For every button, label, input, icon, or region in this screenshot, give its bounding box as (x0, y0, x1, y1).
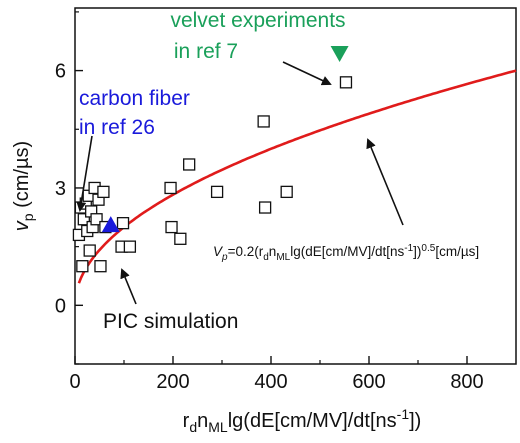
ylabel-unit: (cm/µs) (11, 141, 33, 214)
carbon-fiber-point (101, 216, 120, 233)
carbon-annotation-line1: carbon fiber (79, 87, 190, 110)
formula-n: n (269, 244, 277, 259)
fit-curve (77, 69, 517, 284)
x-tick-label: 800 (450, 371, 483, 393)
x-tick-label: 200 (156, 371, 189, 393)
formula-v: V (213, 244, 224, 259)
formula-lg: lg(dE[cm/MV]/dt[ns (290, 244, 404, 259)
velvet-point (330, 45, 349, 62)
formula-arrow (366, 138, 404, 226)
pic-data-point (90, 213, 103, 226)
formula-ml: ML (276, 252, 290, 263)
pic-data-point (83, 244, 96, 257)
carbon-arrow (76, 135, 93, 212)
formula-close: ]) (413, 244, 421, 259)
pic-data-point (164, 181, 177, 195)
velvet-arrow (282, 61, 332, 86)
pic-data-point (174, 232, 187, 245)
xlabel-n: n (197, 410, 208, 432)
velvet-annotation-line2: in ref 7 (174, 40, 238, 63)
y-tick-label: 3 (55, 178, 66, 200)
formula-eq: =0.2(r (228, 244, 264, 259)
annotation-arrows (76, 61, 404, 305)
x-tick-label: 400 (254, 371, 287, 393)
xlabel-r: r (183, 410, 190, 432)
y-tick-label: 0 (55, 295, 66, 317)
x-tick-label: 0 (69, 371, 80, 393)
formula-pow: 0.5 (421, 243, 435, 254)
formula-unit: [cm/µs] (435, 244, 479, 259)
ylabel-v: v (11, 220, 33, 231)
pic-data-point (94, 260, 107, 273)
pic-data-point (280, 185, 293, 199)
xlabel-ml: ML (208, 419, 228, 435)
ylabel-p: p (20, 213, 36, 221)
pic-data-point (183, 158, 196, 171)
y-tick-label: 6 (55, 61, 66, 83)
pic-data-point (76, 260, 89, 273)
x-axis-label: rdnMLlg(dE[cm/MV]/dt[ns-1]) (183, 406, 422, 435)
pic-arrow (120, 268, 137, 305)
xlabel-tail: ]) (409, 410, 421, 432)
pic-data-point (116, 217, 130, 230)
pic-annotation: PIC simulation (103, 310, 238, 333)
x-tick-label: 600 (352, 371, 385, 393)
formula-d: d (263, 252, 269, 263)
pic-data-point (210, 185, 224, 199)
formula-p: p (221, 252, 228, 263)
pic-data-point (77, 213, 90, 226)
pic-data-point (97, 185, 110, 199)
y-axis-label: vp (cm/µs) (11, 141, 36, 231)
pic-data-point (123, 240, 137, 253)
xlabel-d: d (189, 419, 197, 435)
fit-formula-label: Vp=0.2(rdnMLlg(dE[cm/MV]/dt[ns-1])0.5[cm… (213, 243, 479, 263)
pic-data-point (257, 115, 270, 128)
velvet-annotation-line1: velvet experiments (170, 9, 345, 32)
y-axis-ticks: 0 3 6 (55, 11, 83, 365)
formula-inv: -1 (404, 243, 413, 254)
xlabel-sup: -1 (397, 406, 410, 422)
x-axis-ticks: 0 200 400 600 800 (69, 356, 484, 393)
xlabel-rest: lg(dE[cm/MV]/dt[ns (228, 410, 397, 432)
pic-data-point (339, 76, 353, 89)
data-points (72, 45, 353, 273)
plot-frame (74, 7, 517, 365)
carbon-annotation-line2: in ref 26 (79, 116, 155, 139)
pic-data-point (258, 201, 272, 214)
pic-data-point (165, 220, 178, 234)
